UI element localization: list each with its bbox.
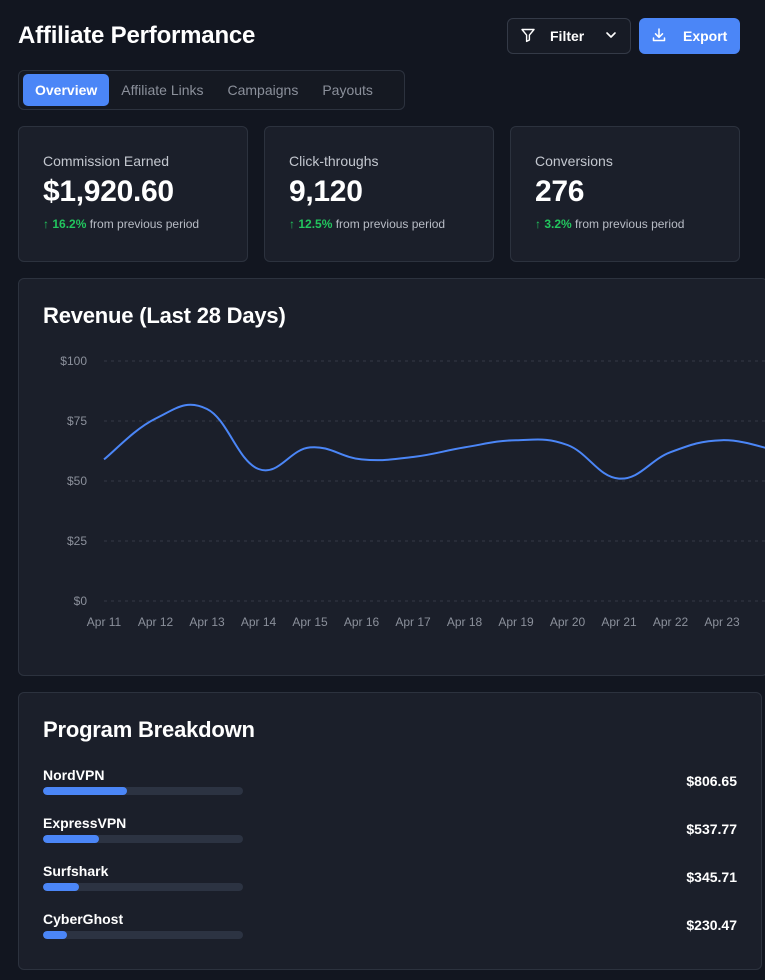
filter-button[interactable]: Filter [507,18,631,54]
tab-overview[interactable]: Overview [23,74,110,106]
tab-affiliate-links[interactable]: Affiliate Links [121,82,204,98]
download-icon [651,27,667,46]
arrow-up-icon: ↑ [43,217,49,231]
arrow-up-icon: ↑ [289,217,295,231]
chevron-down-icon [604,28,618,45]
x-tick-label: Apr 17 [395,615,431,629]
tab-payouts[interactable]: Payouts [322,82,373,98]
stat-value: 276 [535,175,585,208]
stat-label: Conversions [535,153,613,169]
program-amount: $806.65 [686,773,737,789]
program-row-surfshark: Surfshark $345.71 [43,863,737,903]
x-tick-label: Apr 16 [344,615,380,629]
revenue-chart-card: Revenue (Last 28 Days) $0 $25 $50 $75 $100 Ap… [18,278,765,676]
program-row-nordvpn: NordVPN $806.65 [43,767,737,807]
x-tick-label: Apr 13 [189,615,225,629]
x-tick-label: Apr 21 [601,615,637,629]
stat-change: ↑ 3.2% from previous period [535,217,715,231]
stat-change-percent: 3.2% [544,217,572,231]
y-tick-label: $0 [74,594,88,608]
program-name: NordVPN [43,767,105,783]
program-row-cyberghost: CyberGhost $230.47 [43,911,737,951]
x-tick-label: Apr 20 [550,615,586,629]
program-amount: $345.71 [686,869,737,885]
y-tick-label: $100 [60,354,87,368]
program-breakdown-title: Program Breakdown [43,717,255,742]
x-tick-label: Apr 23 [704,615,740,629]
program-progress-fill [43,835,99,843]
stat-change-percent: 16.2% [52,217,87,231]
program-amount: $230.47 [686,917,737,933]
program-amount: $537.77 [686,821,737,837]
stat-change: ↑ 16.2% from previous period [43,217,223,231]
tab-bar: Overview Affiliate Links Campaigns Payou… [18,70,405,110]
y-tick-label: $25 [67,534,87,548]
program-progress-fill [43,787,127,795]
program-breakdown-card: Program Breakdown NordVPN $806.65 Expres… [18,692,762,970]
x-tick-label: Apr 22 [653,615,689,629]
program-progress-track [43,883,243,891]
stat-card-click-throughs: Click-throughs 9,120 ↑ 12.5% from previo… [264,126,494,262]
x-tick-label: Apr 19 [498,615,534,629]
x-tick-label: Apr 15 [292,615,328,629]
program-progress-fill [43,883,79,891]
program-progress-track [43,787,243,795]
page-title: Affiliate Performance [18,22,256,49]
stat-value: $1,920.60 [43,175,174,208]
filter-button-label: Filter [550,28,585,44]
export-button-label: Export [683,28,728,44]
stat-change: ↑ 12.5% from previous period [289,217,469,231]
stat-card-conversions: Conversions 276 ↑ 3.2% from previous per… [510,126,740,262]
filter-funnel-icon [520,27,536,46]
program-name: CyberGhost [43,911,124,927]
program-progress-track [43,931,243,939]
y-tick-label: $75 [67,414,87,428]
x-tick-label: Apr 11 [87,615,122,629]
revenue-chart-title: Revenue (Last 28 Days) [43,303,286,328]
y-tick-label: $50 [67,474,87,488]
x-tick-label: Apr 12 [138,615,174,629]
program-row-expressvpn: ExpressVPN $537.77 [43,815,737,855]
program-progress-fill [43,931,67,939]
stat-value: 9,120 [289,175,363,208]
tab-campaigns[interactable]: Campaigns [227,82,299,98]
stat-change-suffix: from previous period [575,217,685,231]
revenue-series-line [103,403,765,480]
stat-label: Click-throughs [289,153,379,169]
stat-change-suffix: from previous period [335,217,446,231]
stat-card-commission: Commission Earned $1,920.60 ↑ 16.2% from… [18,126,248,262]
stat-label: Commission Earned [43,153,170,169]
program-name: Surfshark [43,863,109,879]
program-progress-track [43,835,243,843]
arrow-up-icon: ↑ [535,217,541,231]
x-tick-label: Apr 18 [447,615,483,629]
x-tick-label: Apr 14 [241,615,277,629]
export-button[interactable]: Export [639,18,740,54]
program-name: ExpressVPN [43,815,127,831]
page-header: Affiliate Performance Filter Export [18,18,740,54]
revenue-line-chart: $0 $25 $50 $75 $100 Apr 11 Apr 12 Apr 13 Apr 14 A… [60,354,765,629]
stat-change-suffix: from previous period [89,217,200,231]
stat-change-percent: 12.5% [298,217,333,231]
